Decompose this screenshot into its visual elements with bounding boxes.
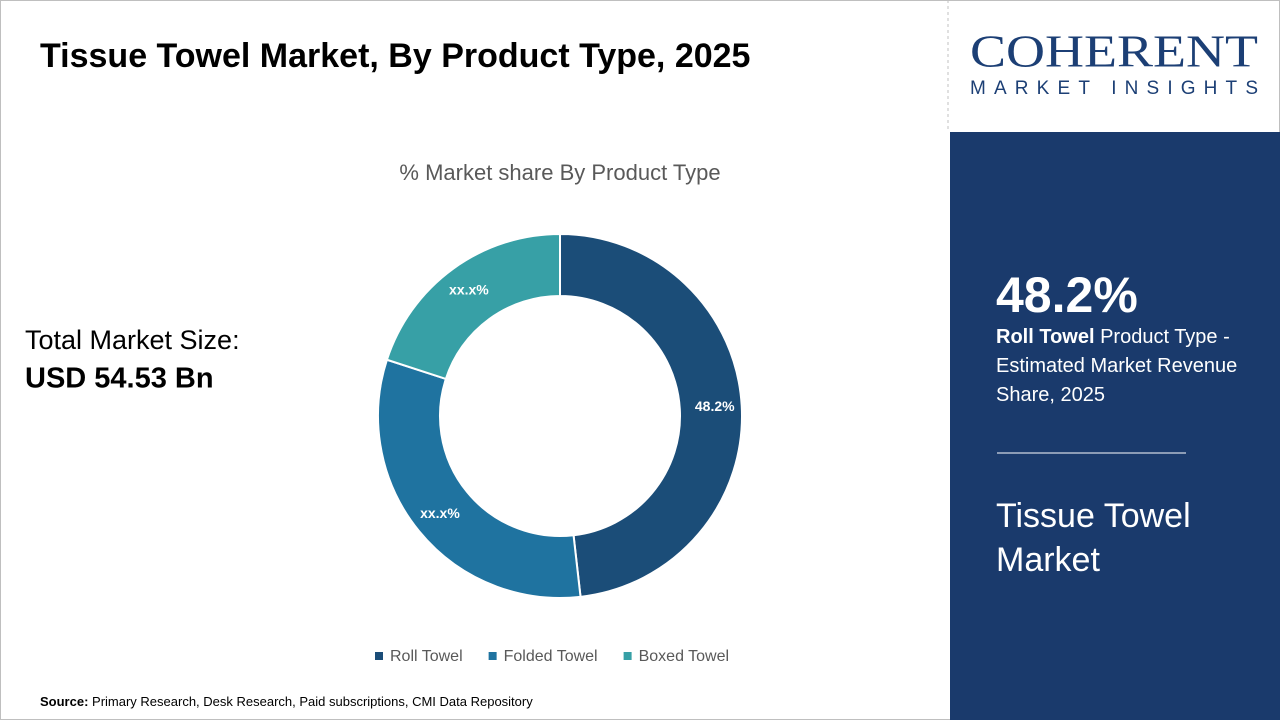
source-text: Primary Research, Desk Research, Paid su…: [88, 694, 533, 709]
market-size-value: USD 54.53 Bn: [25, 363, 214, 395]
legend: Roll Towel Folded Towel Boxed Towel: [375, 648, 729, 665]
logo-name: COHERENT: [970, 26, 1258, 77]
sidebar-text: Product Type - Estimated Market Revenue …: [996, 326, 1238, 406]
donut-segment: [559, 232, 743, 598]
logo-tagline: MARKET INSIGHTS: [970, 78, 1258, 99]
donut-segment: [377, 358, 582, 599]
legend-label: Roll Towel: [390, 648, 463, 665]
chart-title: Tissue Towel Market, By Product Type, 20…: [40, 37, 750, 75]
sidebar-headline: 48.2%: [996, 267, 1138, 323]
chart-subtitle: % Market share By Product Type: [399, 160, 720, 185]
sidebar-market: Tissue Towel Market: [996, 497, 1191, 579]
source: Source: Primary Research, Desk Research,…: [40, 694, 533, 709]
data-label: 48.2%: [695, 398, 735, 414]
sidebar-panel: [950, 132, 1280, 720]
source-label: Source:: [40, 694, 88, 709]
sidebar-highlight: Roll Towel: [996, 326, 1095, 348]
legend-swatch: [488, 652, 497, 660]
donut-segment: [385, 232, 561, 381]
data-label: xx.x%: [449, 281, 489, 297]
legend-label: Boxed Towel: [639, 648, 729, 665]
legend-swatch: [375, 652, 383, 660]
market-size-label: Total Market Size:: [25, 325, 240, 355]
data-label: xx.x%: [420, 505, 460, 521]
sidebar-description: Roll Towel Product Type - Estimated Mark…: [996, 323, 1258, 410]
legend-label: Folded Towel: [504, 648, 598, 665]
legend-swatch: [623, 652, 632, 660]
